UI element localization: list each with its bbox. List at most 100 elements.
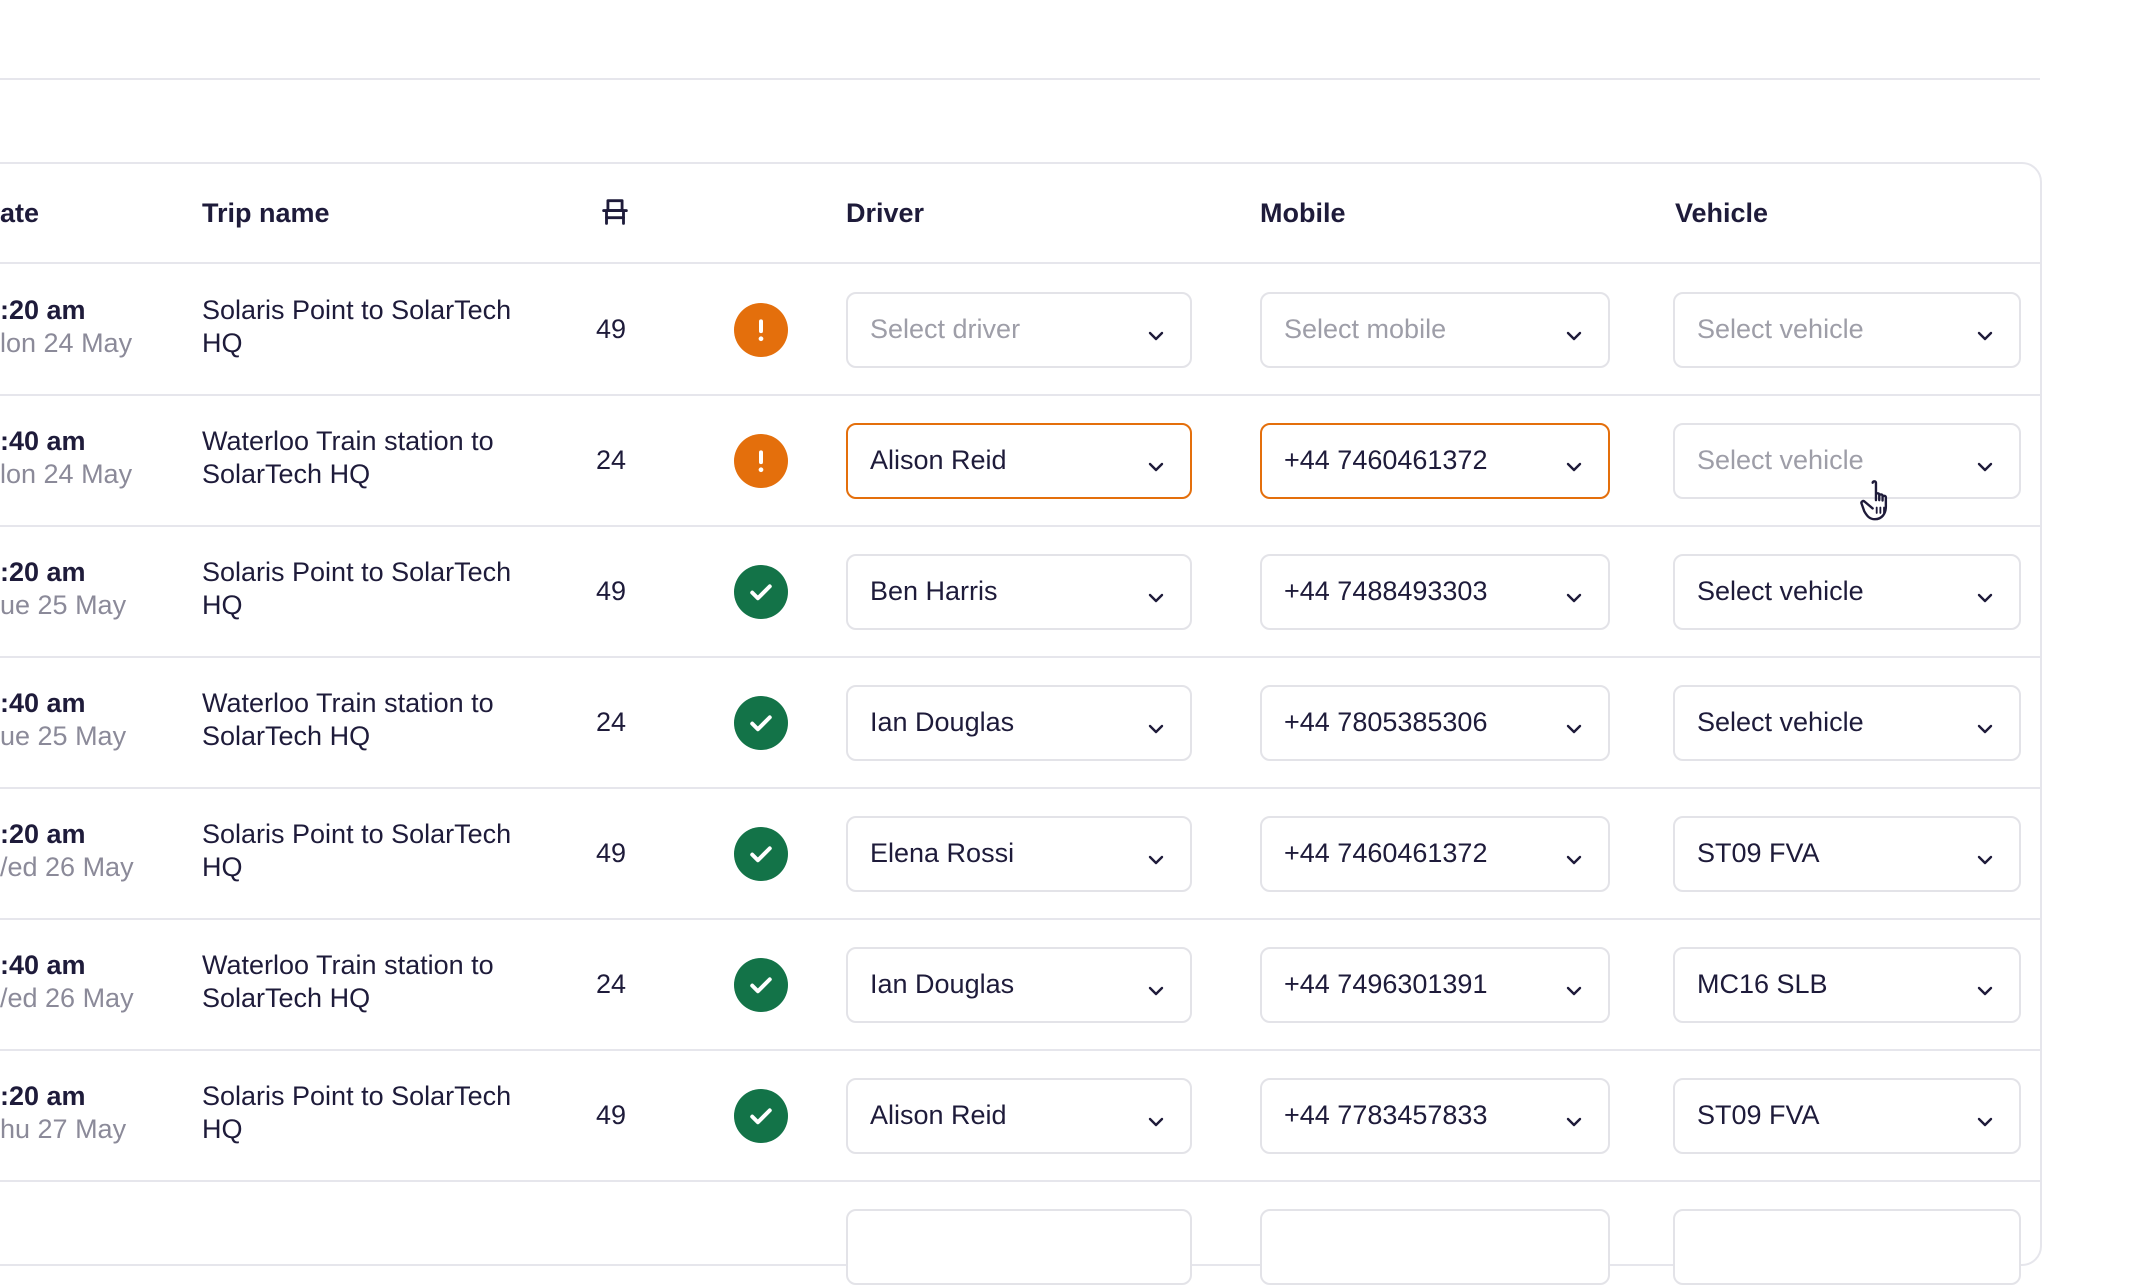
trip-name: Waterloo Train station to SolarTech HQ xyxy=(202,949,494,1013)
vehicle-select[interactable]: Select vehicle xyxy=(1673,422,2021,499)
driver-select[interactable]: Alison Reid xyxy=(846,422,1192,499)
exclamation-icon xyxy=(746,446,776,476)
trip-date: hu 27 May xyxy=(0,1113,127,1144)
vehicle-select[interactable]: Select vehicle xyxy=(1673,291,2021,368)
check-icon xyxy=(746,577,776,607)
vehicle-select-value: MC16 SLB xyxy=(1697,969,1828,999)
driver-select-value: Ben Harris xyxy=(870,576,998,606)
row-divider xyxy=(0,525,2040,527)
mobile-select[interactable]: +44 7496301391 xyxy=(1260,946,1610,1023)
mobile-select[interactable]: +44 7805385306 xyxy=(1260,684,1610,761)
seat-count: 24 xyxy=(596,968,627,999)
trip-date: ue 25 May xyxy=(0,720,127,751)
driver-select[interactable]: Ben Harris xyxy=(846,553,1192,630)
status-badge xyxy=(734,695,788,750)
vehicle-select-value: Select vehicle xyxy=(1697,707,1864,737)
vehicle-select[interactable]: ST09 FVA xyxy=(1673,1077,2021,1154)
driver-select[interactable]: Alison Reid xyxy=(846,1077,1192,1154)
driver-select-value: Ian Douglas xyxy=(870,707,1015,737)
chevron-down-icon xyxy=(1975,715,1995,735)
chevron-down-icon xyxy=(1146,1108,1166,1128)
vehicle-select[interactable]: Select vehicle xyxy=(1673,553,2021,630)
status-badge xyxy=(734,957,788,1012)
chevron-down-icon xyxy=(1564,715,1584,735)
trip-date: ue 25 May xyxy=(0,589,127,620)
column-header-trip-name[interactable]: Trip name xyxy=(202,198,330,228)
exclamation-icon xyxy=(746,315,776,345)
chevron-down-icon xyxy=(1564,322,1584,342)
seat-count: 24 xyxy=(596,444,627,475)
row-divider xyxy=(0,918,2040,920)
top-divider xyxy=(0,78,2040,80)
trip-name: Solaris Point to SolarTech HQ xyxy=(202,294,512,358)
driver-select-value: Alison Reid xyxy=(870,445,1007,475)
seat-count: 49 xyxy=(596,575,627,606)
trip-time: :40 am xyxy=(0,949,86,980)
check-icon xyxy=(746,1101,776,1131)
driver-select[interactable]: Ian Douglas xyxy=(846,946,1192,1023)
mobile-select-value: +44 7805385306 xyxy=(1284,707,1488,737)
status-badge xyxy=(734,302,788,357)
driver-select-value: Elena Rossi xyxy=(870,838,1015,868)
vehicle-select[interactable]: Select vehicle xyxy=(1673,684,2021,761)
mobile-select[interactable]: +44 7488493303 xyxy=(1260,553,1610,630)
column-header-date[interactable]: ate xyxy=(0,198,40,228)
row-divider xyxy=(0,656,2040,658)
trip-time: :20 am xyxy=(0,818,86,849)
seat-count: 49 xyxy=(596,1099,627,1130)
trip-date: lon 24 May xyxy=(0,327,133,358)
mobile-select[interactable]: Select mobile xyxy=(1260,291,1610,368)
mobile-select[interactable]: +44 7460461372 xyxy=(1260,422,1610,499)
driver-select-value: Alison Reid xyxy=(870,1100,1007,1130)
chevron-down-icon xyxy=(1564,846,1584,866)
trip-name: Solaris Point to SolarTech HQ xyxy=(202,818,512,882)
column-header-mobile[interactable]: Mobile xyxy=(1260,198,1346,228)
row-divider xyxy=(0,1049,2040,1051)
seat-count: 49 xyxy=(596,837,627,868)
driver-select-value: Select driver xyxy=(870,314,1021,344)
chevron-down-icon xyxy=(1975,846,1995,866)
vehicle-select[interactable]: MC16 SLB xyxy=(1673,946,2021,1023)
mobile-select[interactable]: +44 7460461372 xyxy=(1260,815,1610,892)
check-icon xyxy=(746,839,776,869)
trip-time: :40 am xyxy=(0,687,86,718)
chevron-down-icon xyxy=(1975,453,1995,473)
column-header-driver[interactable]: Driver xyxy=(846,198,925,228)
trip-date: /ed 26 May xyxy=(0,851,134,882)
row-divider xyxy=(0,262,2040,264)
trip-date: lon 24 May xyxy=(0,458,133,489)
driver-select[interactable]: Select driver xyxy=(846,291,1192,368)
mobile-select-value: +44 7460461372 xyxy=(1284,445,1488,475)
vehicle-select[interactable]: ST09 FVA xyxy=(1673,815,2021,892)
status-badge xyxy=(734,826,788,881)
status-badge xyxy=(734,433,788,488)
mobile-select-value: +44 7783457833 xyxy=(1284,1100,1488,1130)
chevron-down-icon xyxy=(1146,453,1166,473)
chevron-down-icon xyxy=(1564,453,1584,473)
seat-count: 49 xyxy=(596,313,627,344)
chevron-down-icon xyxy=(1564,977,1584,997)
row-divider xyxy=(0,787,2040,789)
partial-row-select[interactable] xyxy=(1673,1209,2021,1285)
chevron-down-icon xyxy=(1146,584,1166,604)
chevron-down-icon xyxy=(1975,584,1995,604)
chevron-down-icon xyxy=(1146,715,1166,735)
check-icon xyxy=(746,970,776,1000)
partial-row-select[interactable] xyxy=(846,1209,1192,1285)
driver-select[interactable]: Elena Rossi xyxy=(846,815,1192,892)
check-icon xyxy=(746,708,776,738)
trip-name: Solaris Point to SolarTech HQ xyxy=(202,1080,512,1144)
chevron-down-icon xyxy=(1975,1108,1995,1128)
seat-count: 24 xyxy=(596,706,627,737)
driver-select[interactable]: Ian Douglas xyxy=(846,684,1192,761)
column-header-vehicle[interactable]: Vehicle xyxy=(1675,198,1769,228)
status-badge xyxy=(734,1088,788,1143)
trip-date: /ed 26 May xyxy=(0,982,134,1013)
chevron-down-icon xyxy=(1146,846,1166,866)
partial-row-select[interactable] xyxy=(1260,1209,1610,1285)
chevron-down-icon xyxy=(1564,1108,1584,1128)
trip-time: :40 am xyxy=(0,425,86,456)
vehicle-select-value: Select vehicle xyxy=(1697,314,1864,344)
mobile-select[interactable]: +44 7783457833 xyxy=(1260,1077,1610,1154)
vehicle-select-value: ST09 FVA xyxy=(1697,1100,1820,1130)
